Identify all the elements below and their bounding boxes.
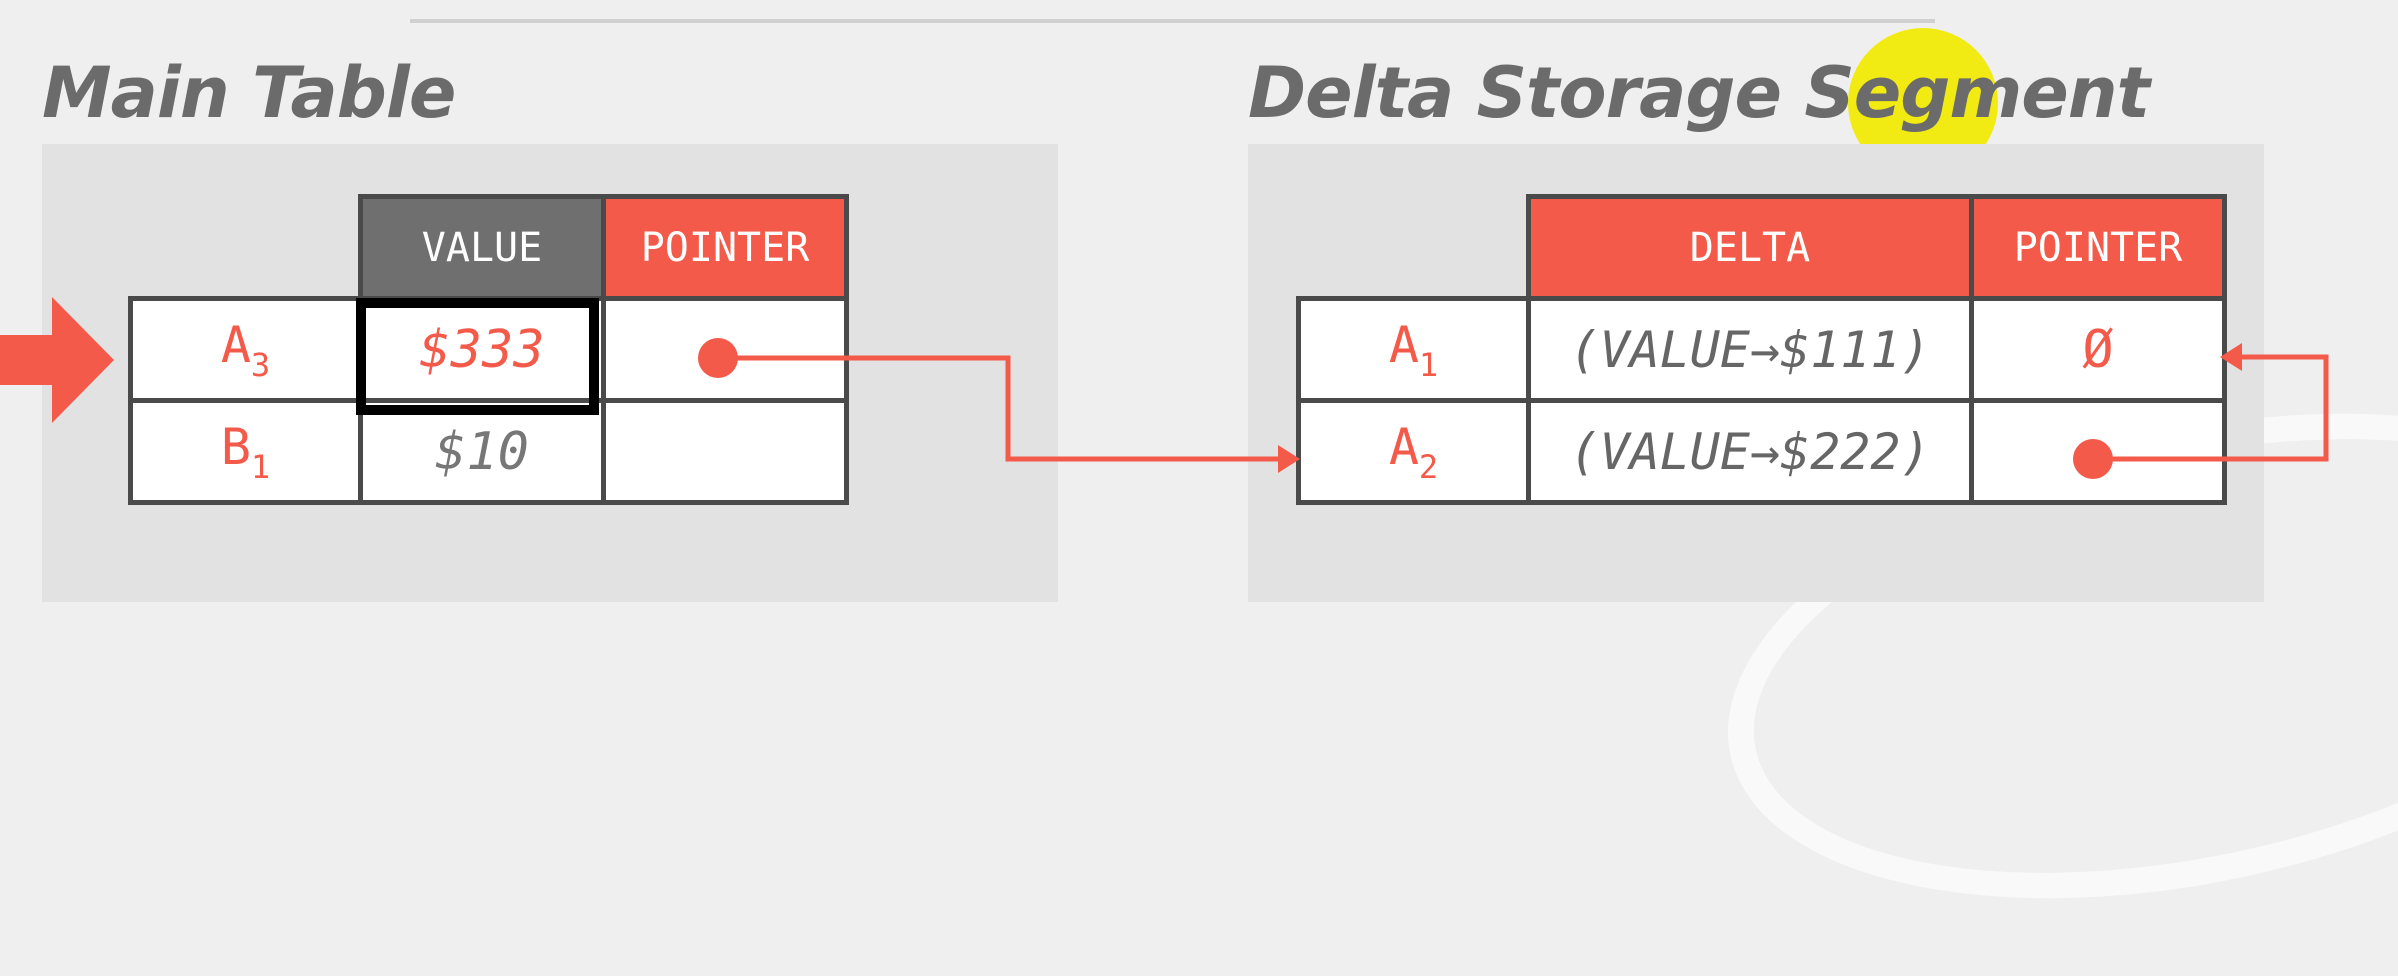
row-delta: (VALUE→$111) — [1526, 296, 1974, 403]
arrowhead — [2220, 343, 2242, 371]
pointer-arrows — [0, 297, 2329, 479]
table-row: A2 (VALUE→$222) — [1296, 398, 2227, 505]
table-row: A1 (VALUE→$111) Ø — [1296, 296, 2227, 403]
row-key: A2 — [1296, 398, 1531, 505]
selected-cell-outline — [356, 298, 599, 415]
row-value: $333 — [358, 296, 606, 403]
delta-column-header: DELTA — [1526, 194, 1974, 301]
row-pointer — [601, 296, 849, 403]
delta-storage-title: Delta Storage Segment — [1248, 52, 2150, 134]
delta-chain-arrow — [2093, 354, 2329, 462]
row-key: B1 — [128, 398, 363, 505]
row-delta: (VALUE→$222) — [1526, 398, 1974, 505]
delta-storage-table: DELTA POINTER A1 (VALUE→$111) Ø A2 (VALU… — [1296, 194, 2227, 505]
pointer-column-header: POINTER — [1969, 194, 2227, 301]
current-row-arrow — [0, 297, 114, 423]
row-value: $10 — [358, 398, 606, 505]
table-row: A3 $333 — [128, 296, 849, 403]
top-divider — [410, 19, 1935, 23]
pointer-column-header: POINTER — [601, 194, 849, 301]
row-key: A1 — [1296, 296, 1531, 403]
null-pointer: Ø — [1969, 296, 2227, 403]
table-row: B1 $10 — [128, 398, 849, 505]
version-chain-arrow — [718, 355, 1282, 462]
main-table-title: Main Table — [42, 52, 456, 134]
row-pointer — [601, 398, 849, 505]
main-table: VALUE POINTER A3 $333 B1 $10 — [128, 194, 849, 505]
arrowhead — [1278, 445, 1300, 473]
value-column-header: VALUE — [358, 194, 606, 301]
